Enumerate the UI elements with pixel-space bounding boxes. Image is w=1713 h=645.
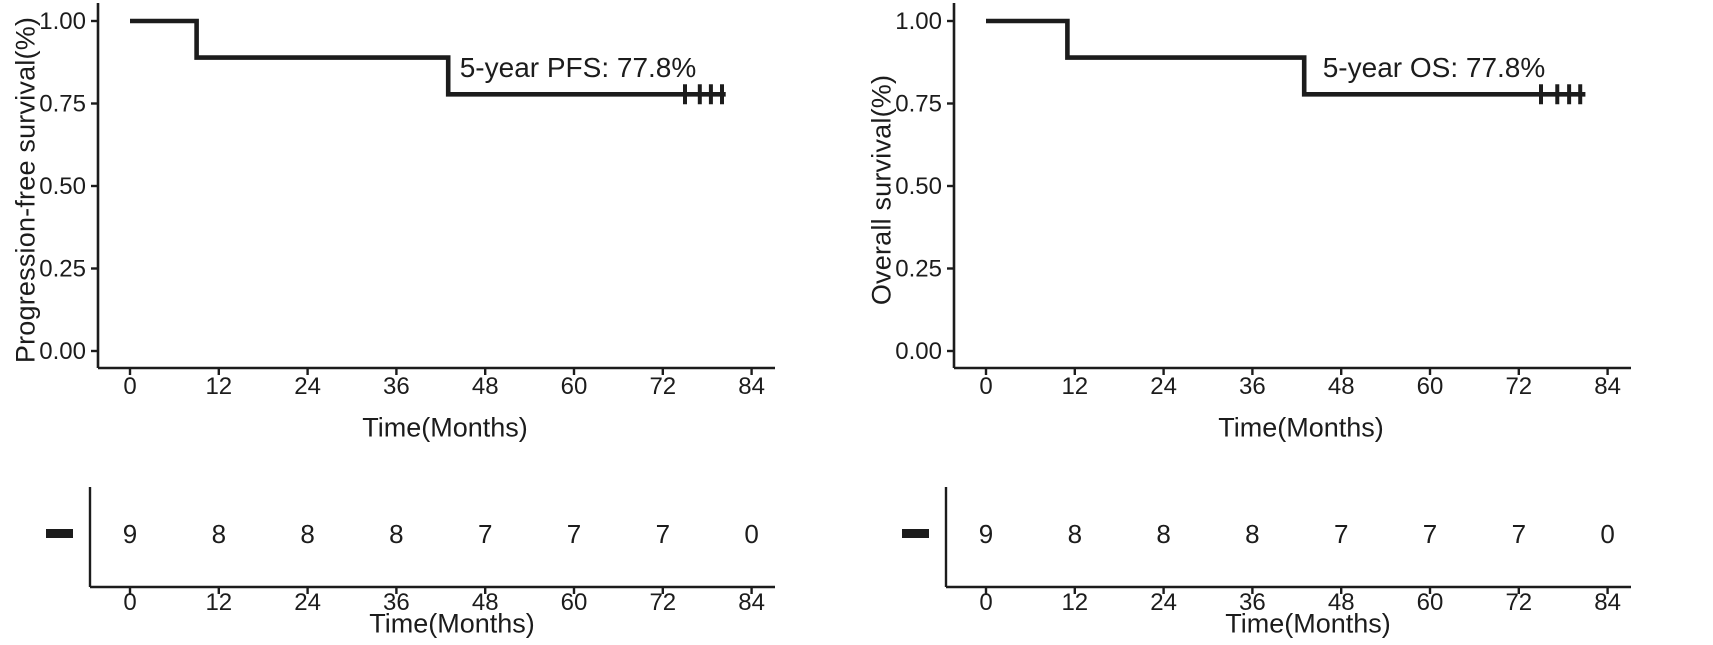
- number-at-risk: 9: [123, 519, 137, 549]
- number-at-risk: 8: [212, 519, 226, 549]
- x-tick-label: 48: [1328, 373, 1355, 400]
- x-tick-label: 48: [472, 373, 499, 400]
- risk-group-marker: [902, 529, 929, 538]
- y-tick-label: 0.50: [895, 173, 942, 200]
- x-tick-label: 60: [561, 373, 588, 400]
- survival-step-curve: [130, 18, 726, 97]
- km-plot-pfs: 1.00 0.75 0.50 0.25 0.00 0 12 24 36 48 60 72 84 9 0 8 12…: [39, 3, 775, 616]
- risk-group-marker: [46, 529, 73, 538]
- x-tick-label: 36: [1239, 373, 1266, 400]
- y-tick-label: 0.75: [895, 91, 942, 118]
- x-tick-label: 24: [294, 373, 321, 400]
- risk-table-tick-label: 48: [472, 589, 499, 616]
- x-tick-label: 12: [205, 373, 232, 400]
- x-tick-label: 84: [1594, 373, 1621, 400]
- x-tick-label: 72: [649, 373, 676, 400]
- number-at-risk: 7: [656, 519, 670, 549]
- number-at-risk: 7: [567, 519, 581, 549]
- x-tick-label: 72: [1505, 373, 1532, 400]
- os-annotation: 5-year OS: 77.8%: [1322, 52, 1546, 83]
- x-axis-title-pfs: Time(Months): [362, 412, 528, 443]
- x-tick-label: 12: [1061, 373, 1088, 400]
- x-axis-title-os: Time(Months): [1218, 412, 1384, 443]
- risk-table-x-axis-title-pfs: Time(Months): [369, 608, 535, 639]
- number-at-risk: 8: [1156, 519, 1170, 549]
- number-at-risk: 7: [1334, 519, 1348, 549]
- risk-table-tick-label: 60: [561, 589, 588, 616]
- risk-table-tick-label: 24: [294, 589, 321, 616]
- risk-table-tick-label: 72: [649, 589, 676, 616]
- number-at-risk: 8: [389, 519, 403, 549]
- y-tick-label: 0.75: [39, 91, 86, 118]
- x-tick-label: 24: [1150, 373, 1177, 400]
- km-panel-os: Overall survival(%) 5-year OS: 77.8% Tim…: [856, 0, 1712, 645]
- y-tick-label: 0.00: [39, 338, 86, 365]
- x-tick-label: 0: [123, 373, 136, 400]
- risk-table-tick-label: 24: [1150, 589, 1177, 616]
- risk-table-tick-label: 84: [738, 589, 765, 616]
- risk-table-tick-label: 36: [1239, 589, 1266, 616]
- y-tick-label: 0.25: [895, 256, 942, 283]
- risk-table-tick-label: 48: [1328, 589, 1355, 616]
- number-at-risk: 7: [478, 519, 492, 549]
- km-panel-pfs: Progression-free survival(%) 5-year PFS:…: [0, 0, 856, 645]
- risk-table-x-axis-title-os: Time(Months): [1225, 608, 1391, 639]
- risk-table-tick-label: 0: [123, 589, 136, 616]
- survival-step-curve: [986, 18, 1586, 97]
- x-tick-label: 36: [383, 373, 410, 400]
- x-tick-label: 84: [738, 373, 765, 400]
- x-tick-label: 60: [1417, 373, 1444, 400]
- number-at-risk: 8: [1245, 519, 1259, 549]
- risk-table-tick-label: 12: [1061, 589, 1088, 616]
- number-at-risk: 0: [744, 519, 758, 549]
- risk-table-tick-label: 12: [205, 589, 232, 616]
- y-tick-label: 0.00: [895, 338, 942, 365]
- number-at-risk: 7: [1512, 519, 1526, 549]
- y-tick-label: 0.25: [39, 256, 86, 283]
- y-tick-label: 1.00: [895, 8, 942, 35]
- number-at-risk: 8: [300, 519, 314, 549]
- number-at-risk: 7: [1423, 519, 1437, 549]
- risk-table-tick-label: 84: [1594, 589, 1621, 616]
- number-at-risk: 0: [1600, 519, 1614, 549]
- number-at-risk: 8: [1068, 519, 1082, 549]
- risk-table-tick-label: 60: [1417, 589, 1444, 616]
- risk-table-tick-label: 0: [979, 589, 992, 616]
- risk-table-tick-label: 36: [383, 589, 410, 616]
- number-at-risk: 9: [979, 519, 993, 549]
- km-plot-os: 1.00 0.75 0.50 0.25 0.00 0 12 24 36 48 60 72 84 9 0 8 12…: [895, 3, 1631, 616]
- pfs-annotation: 5-year PFS: 77.8%: [459, 52, 697, 83]
- y-tick-label: 0.50: [39, 173, 86, 200]
- risk-table-tick-label: 72: [1505, 589, 1532, 616]
- x-tick-label: 0: [979, 373, 992, 400]
- y-tick-label: 1.00: [39, 8, 86, 35]
